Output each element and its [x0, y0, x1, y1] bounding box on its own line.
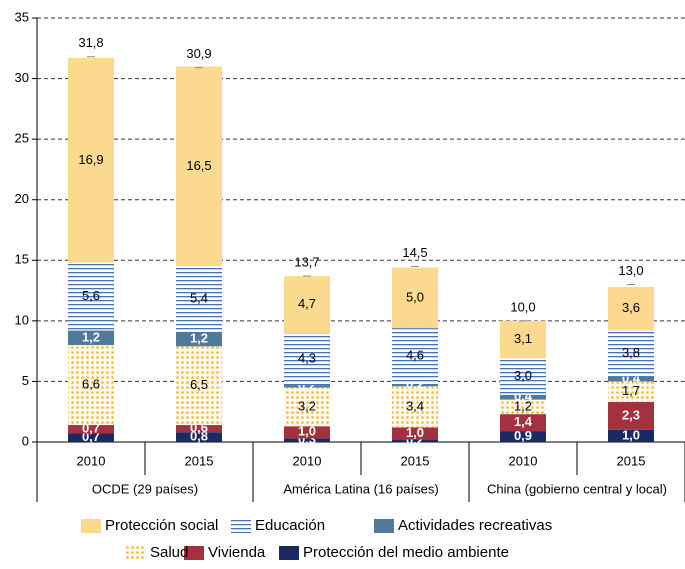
- y-tick-label: 30: [15, 70, 29, 85]
- bar-segment: [608, 376, 654, 382]
- bar-segment: [608, 381, 654, 403]
- bar-segment: [392, 427, 438, 440]
- data-label: 3,0: [514, 368, 532, 383]
- data-label: 4,7: [298, 296, 316, 311]
- data-label: 1,2: [82, 329, 100, 344]
- data-label: 5,4: [190, 290, 208, 305]
- bar-segment: [284, 426, 330, 439]
- data-label: 1,2: [514, 398, 532, 413]
- data-label: 1,4: [514, 414, 533, 429]
- legend-swatch: [374, 519, 394, 533]
- data-label: 0,9: [514, 428, 532, 443]
- bar-segment: [392, 383, 438, 387]
- legend-swatch: [231, 519, 251, 533]
- bar-segment: [176, 66, 222, 267]
- data-label: 0,8: [190, 429, 208, 444]
- legend-label: Protección social: [105, 517, 218, 534]
- x-tick-label: 2010: [77, 453, 106, 468]
- data-label: 1,0: [298, 424, 316, 439]
- data-label: 6,5: [190, 377, 208, 392]
- y-tick-label: 25: [15, 131, 29, 146]
- bar-segment: [500, 414, 546, 432]
- y-tick-label: 15: [15, 252, 29, 267]
- bar-segment: [68, 57, 114, 263]
- legend-label: Protección del medio ambiente: [303, 544, 509, 561]
- bar-segment: [68, 425, 114, 434]
- data-label: 2,3: [622, 407, 640, 422]
- bar-segment: [608, 330, 654, 377]
- legend-swatch: [184, 546, 204, 560]
- data-label: 3,1: [514, 331, 532, 346]
- legend-label: Educación: [255, 517, 325, 534]
- bar-segment: [392, 386, 438, 428]
- legend-label: Actividades recreativas: [398, 517, 552, 534]
- data-label: 3,2: [298, 398, 316, 413]
- bar-segment: [68, 330, 114, 346]
- legend-swatch: [81, 519, 101, 533]
- bar-segment: [176, 266, 222, 332]
- x-tick-label: 2010: [293, 453, 322, 468]
- data-label: 1,0: [406, 425, 424, 440]
- bar-segment: [284, 276, 330, 333]
- group-label: América Latina (16 países): [283, 481, 438, 496]
- total-label: 13,7: [294, 254, 319, 269]
- bar-segment: [608, 286, 654, 331]
- legend-swatch: [279, 546, 299, 560]
- total-label: 30,9: [186, 46, 211, 61]
- total-label: 31,8: [78, 35, 103, 50]
- data-label: 6,6: [82, 377, 100, 392]
- bar-segment: [284, 385, 330, 388]
- data-label: 3,6: [622, 300, 640, 315]
- bar-segment: [68, 345, 114, 426]
- data-label: 1,7: [622, 383, 640, 398]
- total-label: 13,0: [618, 263, 643, 278]
- total-label: 14,5: [402, 245, 427, 260]
- group-label: China (gobierno central y local): [487, 481, 667, 496]
- bar-segment: [392, 328, 438, 384]
- data-label: 3,4: [406, 398, 424, 413]
- data-label: 16,9: [78, 152, 103, 167]
- data-label: 4,6: [406, 347, 424, 362]
- x-tick-label: 2015: [185, 453, 214, 468]
- data-label: 4,3: [298, 350, 316, 365]
- x-tick-label: 2015: [617, 453, 646, 468]
- y-tick-label: 35: [15, 9, 29, 24]
- bar-segment: [284, 438, 330, 442]
- y-tick-label: 20: [15, 191, 29, 206]
- data-label: 16,5: [186, 158, 211, 173]
- group-label: OCDE (29 países): [92, 481, 198, 496]
- y-tick-label: 10: [15, 312, 29, 327]
- data-label: 5,6: [82, 288, 100, 303]
- x-tick-label: 2015: [401, 453, 430, 468]
- bar-segment: [500, 358, 546, 395]
- x-tick-label: 2010: [509, 453, 538, 468]
- bar-segment: [176, 425, 222, 433]
- bar-segment: [176, 331, 222, 347]
- bar-segment: [68, 433, 114, 442]
- bar-segment: [68, 262, 114, 331]
- bar-segment: [500, 320, 546, 359]
- total-label: 10,0: [510, 299, 535, 314]
- bar-segment: [608, 402, 654, 430]
- bar-segment: [284, 332, 330, 386]
- data-label: 1,2: [190, 330, 208, 345]
- bar-segment: [500, 399, 546, 415]
- bar-segment: [176, 346, 222, 426]
- bar-segment: [608, 429, 654, 442]
- bar-segment: [392, 267, 438, 329]
- data-label: 1,0: [622, 427, 640, 442]
- y-tick-label: 5: [22, 373, 29, 388]
- legend-swatch: [126, 546, 146, 560]
- data-label: 3,8: [622, 345, 640, 360]
- bar-segment: [500, 394, 546, 400]
- bar-segment: [284, 387, 330, 427]
- bar-segment: [500, 431, 546, 442]
- bar-segment: [176, 432, 222, 442]
- legend-label: Vivienda: [208, 544, 266, 561]
- legend-label: Salud: [150, 544, 188, 561]
- data-label: 5,0: [406, 289, 424, 304]
- y-tick-label: 0: [22, 433, 29, 448]
- bar-segment: [392, 439, 438, 442]
